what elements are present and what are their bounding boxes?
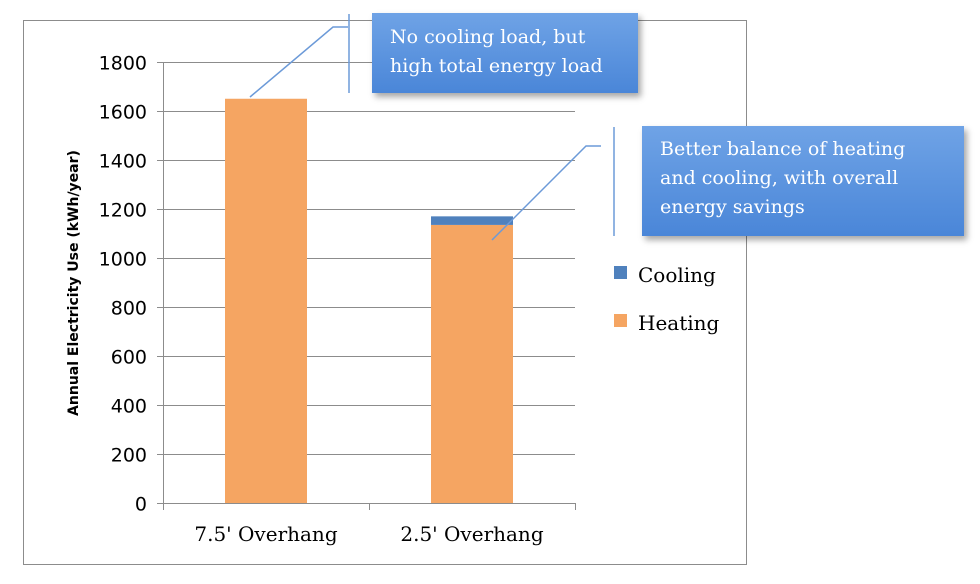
legend: Cooling Heating bbox=[614, 263, 720, 335]
legend-swatch-cooling bbox=[614, 266, 627, 279]
legend-label-cooling: Cooling bbox=[638, 263, 716, 287]
y-axis-label: Annual Electricity Use (kWh/year) bbox=[66, 150, 82, 416]
x-tick-label: 2.5' Overhang bbox=[400, 522, 543, 546]
y-tick-label: 1400 bbox=[99, 151, 147, 173]
axes bbox=[157, 62, 576, 510]
y-tick-label: 800 bbox=[111, 298, 147, 320]
bar-heating-2 bbox=[431, 224, 513, 504]
y-tick-label: 0 bbox=[135, 494, 147, 516]
annotation-callout-2: Better balance of heating and cooling, w… bbox=[642, 126, 964, 236]
bar-cooling-2 bbox=[431, 216, 513, 225]
callout-2-leader bbox=[491, 145, 601, 241]
bar-heating-1 bbox=[225, 98, 307, 503]
annotation-1-line-2: high total energy load bbox=[390, 55, 603, 77]
annotation-1-line-1: No cooling load, but bbox=[390, 26, 586, 48]
callout-leaders bbox=[249, 14, 615, 241]
annotation-2-line-3: energy savings bbox=[660, 196, 805, 218]
annotation-2-line-1: Better balance of heating bbox=[660, 138, 906, 160]
y-tick-label: 400 bbox=[111, 396, 147, 418]
y-tick-label: 1000 bbox=[99, 249, 147, 271]
bars bbox=[225, 98, 513, 504]
y-tick-label: 600 bbox=[111, 347, 147, 369]
x-tick-labels: 7.5' Overhang 2.5' Overhang bbox=[194, 522, 543, 546]
y-tick-label: 1800 bbox=[99, 53, 147, 75]
legend-swatch-heating bbox=[614, 314, 627, 327]
y-tick-label: 200 bbox=[111, 445, 147, 467]
y-tick-label: 1200 bbox=[99, 200, 147, 222]
x-tick-label: 7.5' Overhang bbox=[194, 522, 337, 546]
annotation-2-line-2: and cooling, with overall bbox=[660, 167, 899, 189]
callout-1-leader bbox=[249, 26, 348, 98]
legend-label-heating: Heating bbox=[638, 311, 720, 335]
y-tick-label: 1600 bbox=[99, 102, 147, 124]
annotation-callout-1: No cooling load, but high total energy l… bbox=[372, 13, 638, 93]
y-tick-labels: 0 200 400 600 800 1000 1200 1400 1600 1800 bbox=[99, 53, 147, 516]
